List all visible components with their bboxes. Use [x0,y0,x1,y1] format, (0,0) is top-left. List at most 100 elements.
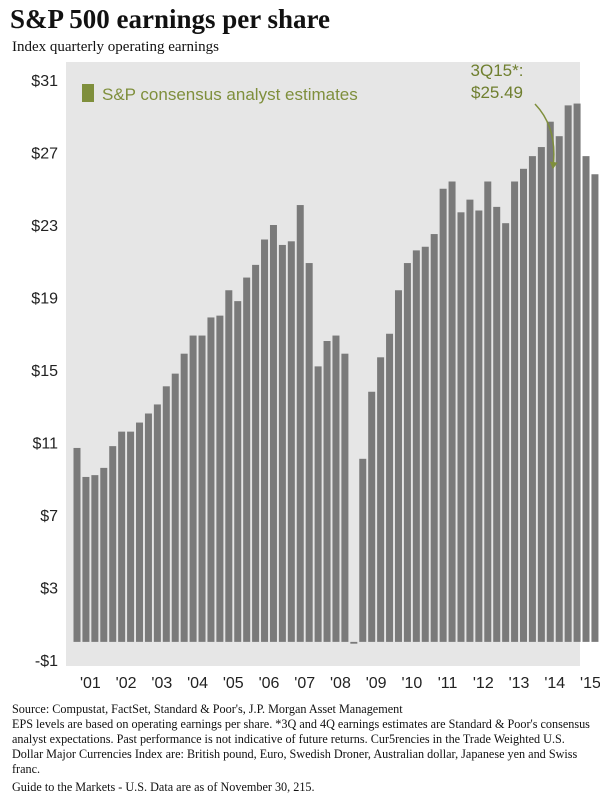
x-tick-label: '11 [438,675,458,692]
eps-bar [305,263,313,642]
eps-bar [162,386,170,642]
eps-bar [118,431,126,642]
footnotes: Source: Compustat, FactSet, Standard & P… [12,702,592,795]
eps-bar [225,290,233,642]
eps-bar [511,181,519,642]
eps-bar [91,475,99,642]
eps-bar [466,199,474,642]
eps-bar [180,353,188,642]
eps-bar [198,335,206,642]
x-tick-label: '05 [223,675,244,692]
eps-bar [582,156,590,642]
y-tick-label: $7 [40,508,58,525]
y-tick-label: $15 [31,363,58,380]
eps-bar [189,335,197,642]
eps-bar [350,641,358,644]
eps-bar [359,458,367,642]
eps-bar [591,174,599,642]
bars [73,103,599,644]
x-tick-label: '10 [401,675,422,692]
eps-bar [207,317,215,642]
y-tick-label: $19 [31,291,58,308]
eps-bar [261,239,269,642]
eps-bar [537,147,545,642]
eps-bar [278,244,286,642]
eps-bar [332,335,340,642]
eps-bar-chart: $31$27$23$19$15$11$7$3-$1 '01'02'03'04'0… [31,61,600,692]
eps-bar [386,333,394,642]
x-tick-label: '03 [151,675,172,692]
x-tick-label: '09 [366,675,387,692]
eps-bar [421,246,429,642]
x-tick-label: '02 [116,675,137,692]
eps-bar [377,357,385,642]
eps-bar [564,105,572,642]
eps-bar [243,277,251,642]
eps-bar [555,136,563,642]
eps-bar [493,206,501,642]
eps-bar [144,413,152,642]
eps-bar [82,476,90,642]
y-tick-label: -$1 [35,653,58,670]
eps-bar [528,156,536,642]
eps-bar [136,422,144,642]
legend-label: S&P consensus analyst estimates [102,85,358,104]
eps-bar [341,353,349,642]
eps-bar [520,168,527,642]
eps-bar [314,366,322,642]
eps-bar [100,467,108,642]
source-note: Source: Compustat, FactSet, Standard & P… [12,702,403,716]
eps-bar [73,447,81,642]
eps-bar [475,210,483,642]
y-tick-label: $3 [40,581,58,598]
eps-bar [368,391,376,642]
legend-swatch [82,84,94,102]
eps-bar [546,121,554,642]
eps-bar [252,264,260,642]
y-tick-label: $23 [31,218,58,235]
callout: 3Q15*: $25.49 [471,61,558,169]
eps-bar [412,250,420,642]
eps-bar [484,181,492,642]
eps-bar [234,301,242,642]
eps-bar [296,205,304,642]
eps-bar [323,341,331,642]
x-tick-label: '08 [330,675,351,692]
eps-bar [573,103,581,642]
guide-note: Guide to the Markets - U.S. Data are as … [12,780,315,794]
chart-title: S&P 500 earnings per share [10,4,331,34]
callout-line-2: $25.49 [471,83,523,102]
y-tick-label: $27 [31,146,58,163]
eps-bar [430,234,438,642]
x-tick-label: '01 [80,675,101,692]
x-axis: '01 '02 '03 '04 '05 '06 '07 '08 '09 '10 '11 '12 '13 '… [80,675,600,692]
x-tick-label: '04 [187,675,208,692]
callout-arrow [534,103,558,169]
eps-bar [502,223,510,642]
eps-bar [127,431,135,642]
eps-bar [153,404,161,642]
eps-bar [287,241,295,642]
x-tick-label: '15 [580,675,600,692]
x-tick-label: '07 [294,675,315,692]
eps-bar [171,373,179,642]
eps-bar [216,315,224,642]
eps-bar [457,212,465,642]
eps-note: EPS levels are based on operating earnin… [12,717,590,776]
legend: S&P consensus analyst estimates [82,84,358,104]
chart-subtitle: Index quarterly operating earnings [12,39,220,55]
eps-bar [403,263,411,642]
eps-bar [448,181,456,642]
eps-bar [394,290,402,642]
x-tick-label: '13 [509,675,530,692]
y-tick-label: $31 [31,73,58,90]
x-tick-label: '14 [544,675,565,692]
eps-bar [109,446,117,642]
y-tick-label: $11 [32,436,58,453]
x-tick-label: '12 [473,675,494,692]
eps-bar [439,188,447,642]
eps-bar [269,225,277,642]
y-axis: $31 $27 $23 $19 $15 $11 $7 $3 -$1 [31,73,58,670]
x-tick-label: '06 [259,675,280,692]
callout-line-1: 3Q15*: [471,61,524,80]
